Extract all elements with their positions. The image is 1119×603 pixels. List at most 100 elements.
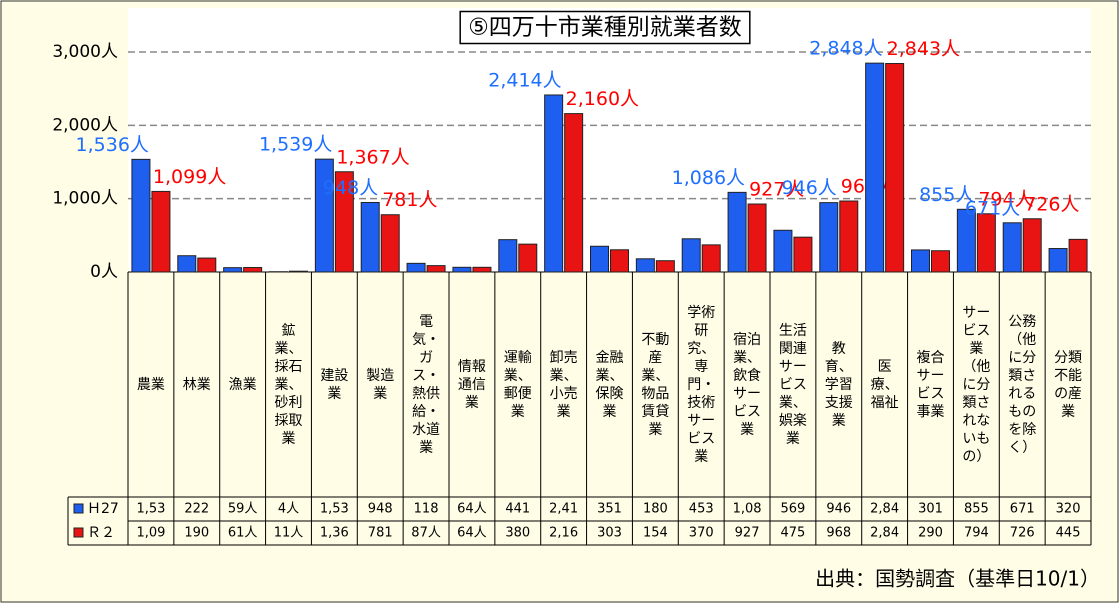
legend-label: Ｒ２ <box>87 525 115 541</box>
bar <box>885 63 905 273</box>
category-label: 金融業、保険業 <box>595 349 624 420</box>
table-cell: 1,53 <box>320 502 349 517</box>
bar <box>564 113 584 273</box>
table-cell: 1,08 <box>733 502 762 517</box>
table-cell: 351 <box>597 502 622 517</box>
bar <box>472 266 492 273</box>
data-label: 2,848人 <box>809 38 882 60</box>
category-label: 卸売業、小売業 <box>549 349 578 420</box>
title-box <box>459 10 751 45</box>
data-label: 671人 <box>965 197 1020 219</box>
category-label: 鉱業、採石業、砂利採取業 <box>274 322 303 447</box>
bar <box>498 239 518 273</box>
table-cell: 301 <box>918 502 943 517</box>
table-cell: 2,16 <box>549 526 578 541</box>
table-cell: 2,84 <box>870 502 899 517</box>
category-label: 情報通信業 <box>457 358 486 411</box>
bar <box>426 265 446 273</box>
bar <box>911 249 930 273</box>
table-cell: 569 <box>781 502 806 517</box>
category-label: 生活関連サービス業、娯楽業 <box>778 322 807 447</box>
source-note: 出典：国勢調査（基準日10/1） <box>815 567 1100 591</box>
data-label: 1,086人 <box>672 167 745 189</box>
y-tick-label: 0人 <box>90 262 118 282</box>
category-label: 漁業 <box>228 376 257 393</box>
table-cell: 445 <box>1056 526 1081 541</box>
table-cell: 968 <box>826 526 851 541</box>
data-label: 726人 <box>1024 193 1079 215</box>
data-label: 794人 <box>978 188 1033 210</box>
bar <box>1022 218 1042 273</box>
bar <box>314 158 334 273</box>
table-cell: 946 <box>826 502 851 517</box>
table-cell: 290 <box>918 526 943 541</box>
category-label: 林業 <box>182 376 211 393</box>
y-tick-label: 3,000人 <box>52 42 118 62</box>
legend-swatch <box>73 503 84 514</box>
bar <box>865 62 885 273</box>
table-cell: 190 <box>184 526 209 541</box>
category-label: 運輸業、郵便業 <box>503 349 532 420</box>
data-label: 2,160人 <box>566 88 639 110</box>
data-label: 2,843人 <box>887 38 960 60</box>
bar <box>727 191 747 273</box>
data-label: 1,539人 <box>259 134 332 156</box>
data-label: 1,099人 <box>153 166 226 188</box>
table-cell: 154 <box>643 526 668 541</box>
bar <box>177 255 197 273</box>
category-label: 製造業 <box>366 367 395 402</box>
bar <box>197 257 217 273</box>
data-label: 927人 <box>749 179 804 201</box>
bar <box>956 208 976 273</box>
table-cell: 87人 <box>411 526 441 541</box>
category-label: 分類不能の産業 <box>1054 349 1083 420</box>
bar <box>610 249 629 273</box>
bar <box>223 267 243 273</box>
bar <box>131 158 151 273</box>
table-cell: 118 <box>414 502 439 517</box>
bar <box>839 200 859 273</box>
bar <box>747 203 767 273</box>
bar <box>380 214 400 273</box>
bar <box>931 250 950 273</box>
data-label: 855人 <box>919 184 974 206</box>
table-cell: 948 <box>368 502 393 517</box>
bar <box>452 266 472 273</box>
category-label: 公務（他に分類されるものを除く） <box>1008 313 1037 456</box>
table-cell: 222 <box>184 502 209 517</box>
bar <box>360 201 380 273</box>
bar <box>151 190 171 273</box>
bar <box>406 262 426 273</box>
bar <box>681 238 701 273</box>
bar <box>1048 248 1068 273</box>
data-label: 781人 <box>382 189 437 211</box>
table-cell: 1,36 <box>320 526 349 541</box>
bar <box>544 94 564 273</box>
data-label: 946人 <box>782 177 837 199</box>
bar <box>976 213 996 273</box>
bar <box>701 244 721 273</box>
y-tick-label: 1,000人 <box>52 189 118 209</box>
category-label: サービス業（他に分類されないもの） <box>962 304 991 465</box>
table-cell: 4人 <box>278 502 299 517</box>
table-cell: 441 <box>505 502 530 517</box>
category-label: 不動産業、物品賃貸業 <box>641 331 670 438</box>
data-label: 1,367人 <box>336 146 409 168</box>
y-tick-label: 2,000人 <box>52 115 118 135</box>
table-cell: 59人 <box>228 502 258 517</box>
category-label: 宿泊業、飲食サービス業 <box>733 331 762 438</box>
category-label: 医療、福祉 <box>870 358 899 411</box>
table-cell: 11人 <box>274 526 304 541</box>
table-cell: 726 <box>1010 526 1035 541</box>
table-cell: 794 <box>964 526 989 541</box>
bar <box>289 270 308 273</box>
bar <box>1068 238 1088 273</box>
bar <box>518 243 538 273</box>
table-cell: 453 <box>689 502 714 517</box>
table-cell: 380 <box>505 526 530 541</box>
table-cell: 370 <box>689 526 714 541</box>
table-cell: 475 <box>781 526 806 541</box>
category-label: 複合サービス事業 <box>916 349 945 420</box>
